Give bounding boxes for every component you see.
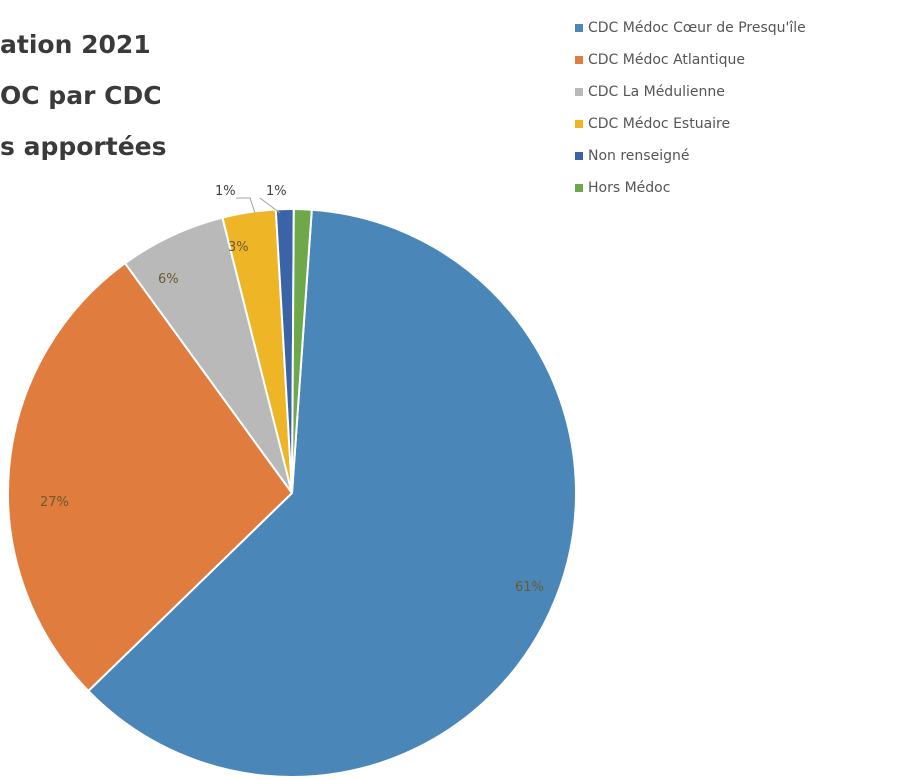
chart-title-line-1: ation 2021: [0, 30, 151, 59]
slice-label-0: 61%: [515, 580, 544, 595]
chart-title-line-2: OC par CDC: [0, 81, 162, 110]
pie-slice-0: [86, 208, 577, 778]
legend-swatch-2: [575, 88, 583, 96]
legend-item-4: Non renseigné: [575, 140, 806, 172]
legend-label-1: CDC Médoc Atlantique: [588, 52, 745, 68]
slice-label-1: 27%: [40, 495, 69, 510]
legend-swatch-0: [575, 24, 583, 32]
slice-label-4: 1%: [215, 184, 236, 199]
legend-swatch-1: [575, 56, 583, 64]
pie-slice-1: [7, 261, 294, 693]
leader-line-4: [236, 197, 256, 214]
legend-swatch-3: [575, 120, 583, 128]
legend-label-4: Non renseigné: [588, 148, 690, 164]
legend-label-5: Hors Médoc: [588, 180, 671, 196]
leader-line-5: [259, 197, 281, 214]
pie-slice-5: [291, 207, 313, 494]
legend-item-5: Hors Médoc: [575, 172, 806, 204]
legend-item-2: CDC La Médulienne: [575, 76, 806, 108]
legend-item-1: CDC Médoc Atlantique: [575, 44, 806, 76]
slice-label-2: 6%: [158, 272, 179, 287]
legend-item-3: CDC Médoc Estuaire: [575, 108, 806, 140]
legend-label-2: CDC La Médulienne: [588, 84, 725, 100]
chart-legend: CDC Médoc Cœur de Presqu'île CDC Médoc At…: [575, 12, 806, 204]
slice-label-5: 1%: [266, 184, 287, 199]
legend-item-0: CDC Médoc Cœur de Presqu'île: [575, 12, 806, 44]
slice-label-3: 3%: [228, 240, 249, 255]
legend-swatch-5: [575, 184, 583, 192]
chart-title-line-3: s apportées: [0, 132, 167, 161]
legend-label-0: CDC Médoc Cœur de Presqu'île: [588, 20, 806, 36]
legend-label-3: CDC Médoc Estuaire: [588, 116, 731, 132]
legend-swatch-4: [575, 152, 583, 160]
